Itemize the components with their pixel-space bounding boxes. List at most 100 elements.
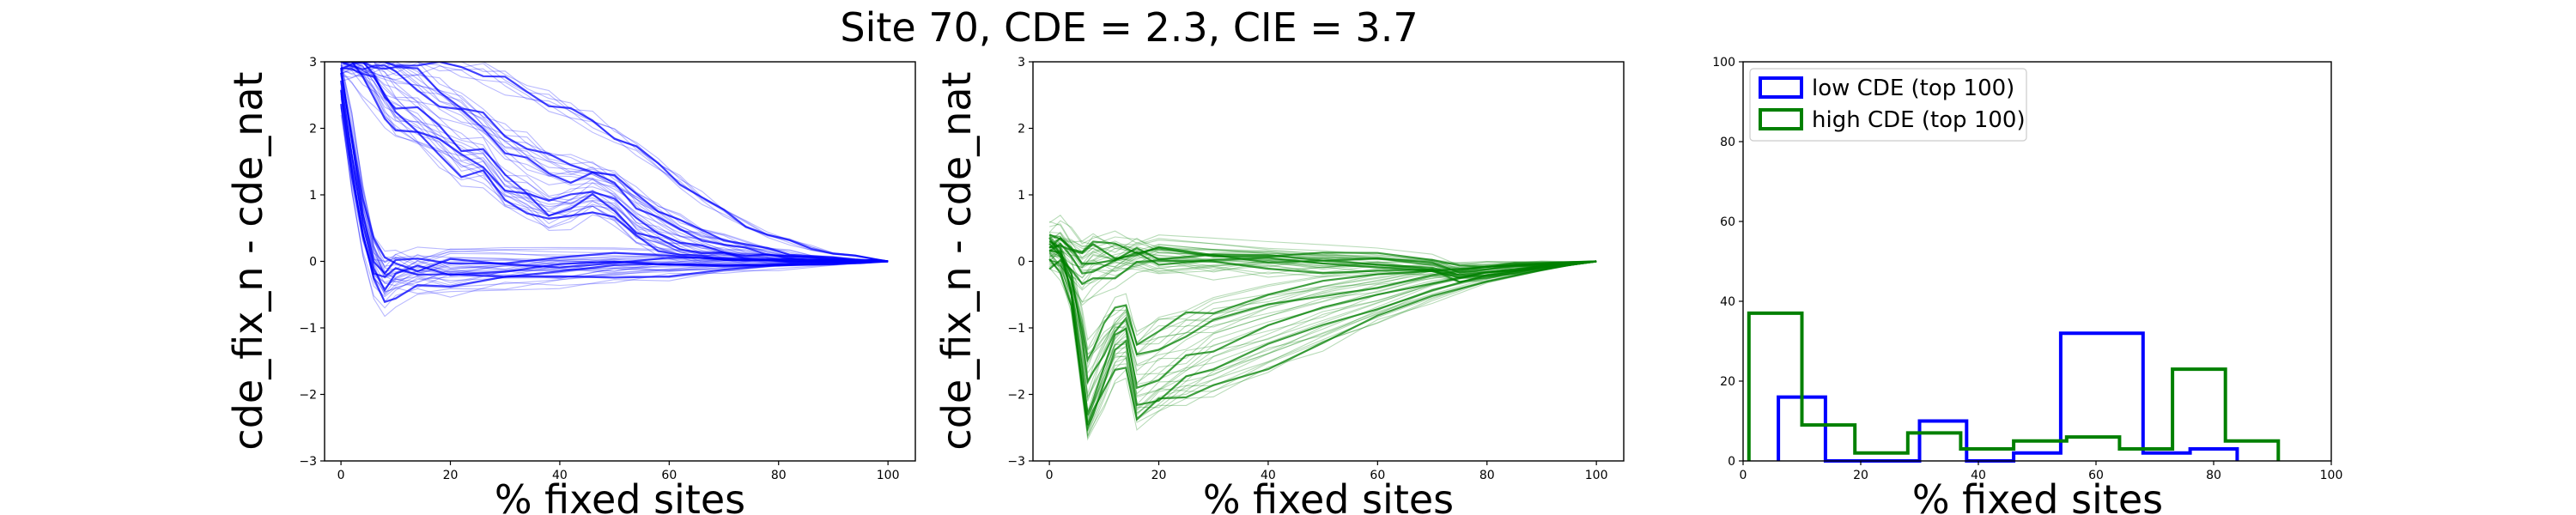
series-line	[341, 62, 889, 263]
series-line	[1048, 258, 1597, 286]
series-line	[1048, 237, 1597, 276]
x-tick-label: 60	[661, 469, 677, 482]
series-line	[341, 65, 889, 263]
figure-title: Site 70, CDE = 2.3, CIE = 3.7	[840, 4, 1418, 51]
left-line-panel: 0 20 40 60 80 100 −3 −2 −1 0 1 2 3 % fixed sites cde…	[225, 56, 916, 515]
series-line	[340, 68, 889, 264]
y-tick-label: −1	[299, 322, 317, 336]
series-line	[341, 62, 889, 263]
y-tick-label: 2	[1018, 123, 1025, 136]
series-line	[340, 67, 889, 264]
series-line	[1048, 260, 1597, 438]
series-line	[340, 106, 889, 318]
series-line	[340, 91, 889, 278]
x-tick-label: 20	[1151, 469, 1167, 482]
series-line	[1048, 234, 1597, 422]
series-line	[1048, 239, 1597, 342]
series-line	[340, 106, 889, 309]
series-line	[1048, 258, 1597, 426]
y-tick-label: 80	[1720, 136, 1735, 149]
series-line	[1048, 251, 1597, 374]
series-line	[340, 62, 889, 263]
series-line	[1048, 249, 1597, 385]
middle-line-panel: 0 20 40 60 80 100 −3 −2 −1 0 1 2 3 % fixed sites cde…	[933, 56, 1625, 515]
series-line	[340, 90, 889, 276]
legend-swatch-high	[1759, 108, 1803, 130]
series-line	[1049, 234, 1597, 270]
y-axis-label: cde_fix_n - cde_nat	[225, 71, 271, 450]
series-line	[340, 90, 889, 276]
series-line	[341, 62, 889, 263]
series-line	[340, 70, 889, 267]
y-tick-label: −3	[1007, 455, 1025, 469]
x-tick-label: 40	[1971, 469, 1986, 482]
y-tick-label: 100	[1712, 56, 1735, 70]
x-tick-label: 60	[2088, 469, 2104, 482]
series-line	[1049, 234, 1597, 352]
series-line	[341, 62, 889, 263]
series-line	[1048, 258, 1597, 441]
legend-swatch-low	[1759, 76, 1803, 99]
series-line	[340, 62, 889, 264]
y-tick-label: 3	[309, 56, 317, 70]
series-line	[1048, 252, 1597, 399]
series-line	[340, 66, 889, 263]
series-line	[1048, 242, 1597, 415]
x-tick-label: 0	[1046, 469, 1054, 482]
histogram-step	[1777, 331, 2239, 463]
series-line	[341, 62, 889, 263]
y-tick-label: 1	[309, 189, 317, 203]
series-line	[1048, 237, 1597, 350]
series-line	[340, 71, 889, 265]
right-histogram-panel: 0 20 40 60 80 100 0 20 40 60 80 100 % fixed sites l…	[1712, 56, 2342, 515]
y-tick-label: 40	[1720, 295, 1735, 309]
series-line	[1048, 251, 1597, 398]
x-axis-label: % fixed sites	[1912, 476, 2163, 515]
series-line	[340, 67, 889, 276]
legend-label-high: high CDE (top 100)	[1812, 107, 2026, 133]
y-tick-label: −3	[299, 455, 317, 469]
legend-frame	[1749, 68, 2027, 142]
x-axis-label: % fixed sites	[1203, 476, 1454, 515]
series-line	[341, 62, 889, 263]
series-line	[340, 80, 889, 293]
series-line	[340, 76, 889, 272]
plot-frame	[1742, 61, 2332, 462]
y-tick-label: −1	[1007, 322, 1025, 336]
y-tick-label: 60	[1720, 215, 1735, 229]
x-tick-label: 80	[1479, 469, 1495, 482]
x-tick-label: 0	[337, 469, 345, 482]
x-tick-label: 20	[1853, 469, 1868, 482]
series-line	[1048, 252, 1597, 402]
series-line	[1048, 233, 1597, 269]
series-line	[340, 64, 889, 269]
series-line	[340, 68, 889, 263]
series-line	[340, 72, 889, 283]
series-line	[340, 67, 889, 263]
y-axis-label: cde_fix_n - cde_nat	[933, 71, 980, 450]
series-line	[341, 65, 889, 263]
x-tick-label: 80	[2206, 469, 2221, 482]
y-tick-label: 0	[1728, 455, 1735, 469]
y-tick-label: 2	[309, 123, 317, 136]
x-tick-label: 80	[771, 469, 787, 482]
series-line	[1048, 242, 1597, 279]
x-tick-label: 40	[1261, 469, 1276, 482]
series-line	[341, 67, 889, 264]
y-tick-label: 0	[1018, 256, 1025, 270]
x-tick-label: 40	[552, 469, 568, 482]
series-line	[340, 69, 889, 263]
y-tick-label: 0	[309, 256, 317, 270]
series-line	[341, 63, 889, 263]
x-tick-label: 100	[1585, 469, 1608, 482]
series-line	[1048, 233, 1597, 266]
series-line	[1048, 237, 1597, 363]
series-line	[1048, 250, 1597, 434]
y-tick-label: 20	[1720, 375, 1735, 389]
series-line	[1048, 220, 1597, 265]
series-line	[1049, 231, 1597, 274]
x-tick-label: 20	[443, 469, 459, 482]
series-line	[340, 98, 889, 278]
y-tick-label: −2	[1007, 389, 1025, 403]
